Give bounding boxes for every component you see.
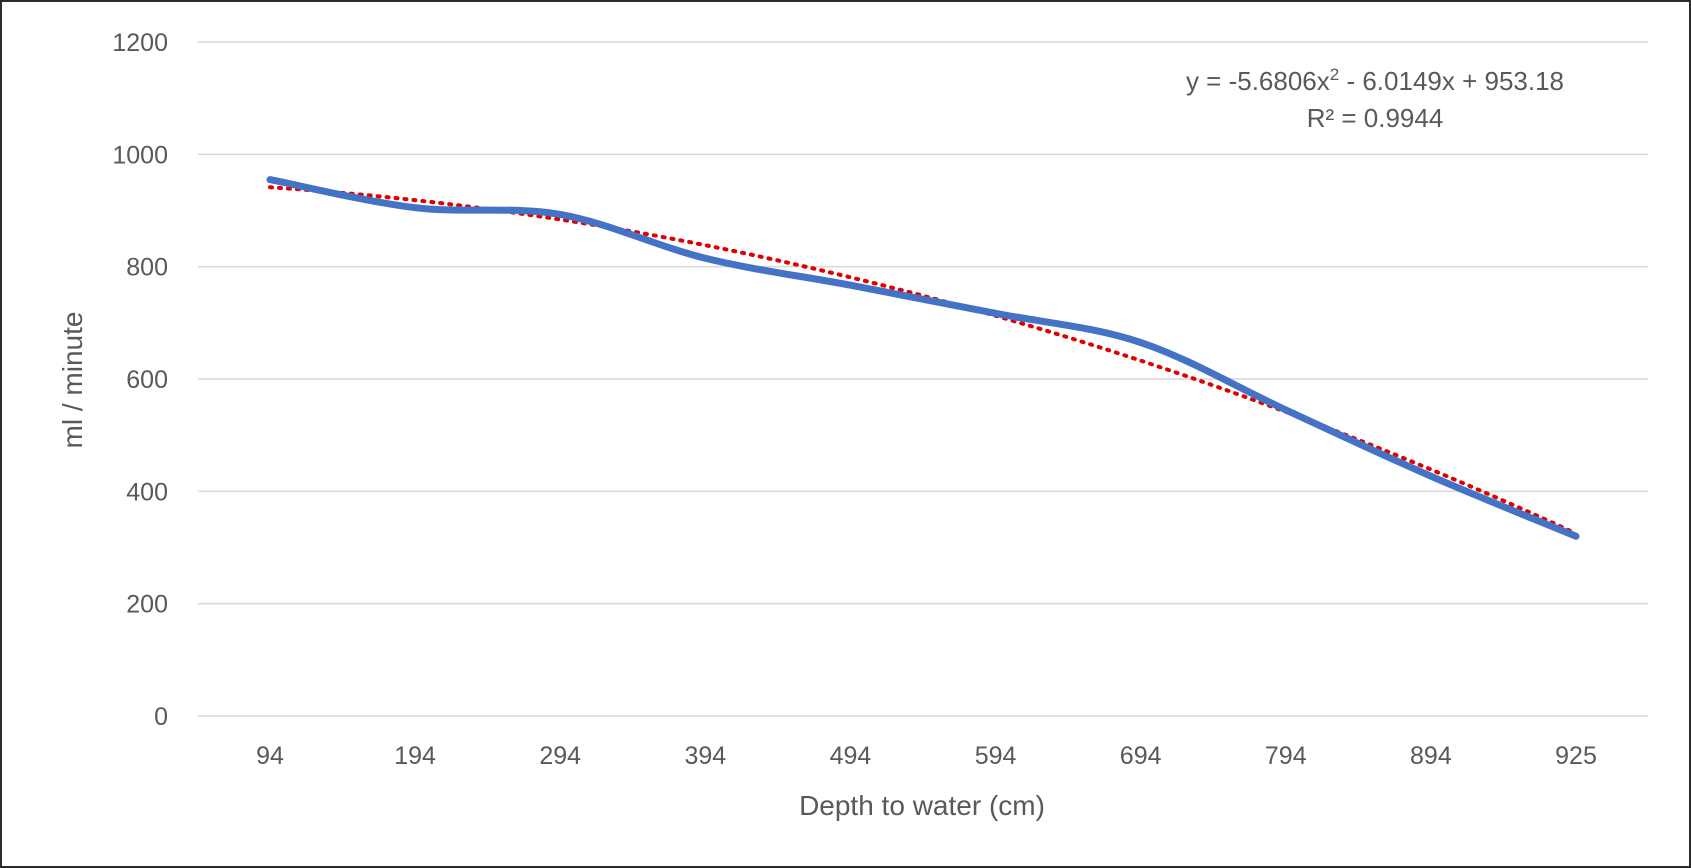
data-point — [849, 284, 851, 286]
x-axis-label: Depth to water (cm) — [799, 790, 1045, 821]
x-tick-label: 594 — [975, 742, 1017, 770]
data-point — [995, 312, 997, 314]
data-point — [1430, 475, 1432, 477]
data-point — [1140, 341, 1142, 343]
y-axis-label: ml / minute — [57, 312, 88, 449]
y-tick-label: 600 — [126, 366, 168, 394]
data-point — [1575, 535, 1577, 537]
x-tick-label: 894 — [1410, 742, 1452, 770]
y-tick-label: 400 — [126, 478, 168, 506]
trendline-group — [268, 185, 1578, 536]
data-point — [704, 257, 706, 259]
y-tick-labels: 0 200 400 600 800 1000 1200 — [112, 29, 168, 731]
trendline-equation: y = -5.6806x2 - 6.0149x + 953.18 — [1186, 65, 1564, 96]
trendline — [268, 185, 1578, 536]
data-point — [269, 179, 271, 181]
y-tick-label: 1200 — [112, 29, 168, 57]
x-tick-label: 194 — [394, 742, 436, 770]
y-tick-label: 800 — [126, 254, 168, 282]
x-tick-label: 694 — [1120, 742, 1162, 770]
data-point — [559, 213, 561, 215]
x-tick-label: 294 — [539, 742, 581, 770]
x-tick-label: 794 — [1265, 742, 1307, 770]
y-tick-label: 0 — [154, 703, 168, 731]
series-group — [266, 176, 1580, 540]
y-tick-label: 200 — [126, 591, 168, 619]
y-tick-label: 1000 — [112, 141, 168, 169]
x-tick-label: 94 — [256, 742, 284, 770]
x-tick-label: 394 — [684, 742, 726, 770]
x-tick-label: 925 — [1555, 742, 1597, 770]
gridlines — [198, 41, 1648, 717]
x-tick-label: 494 — [830, 742, 872, 770]
series-line — [266, 176, 1580, 540]
data-point — [414, 207, 416, 209]
r-squared-label: R² = 0.9944 — [1307, 103, 1444, 133]
x-tick-labels: 94 194 294 394 494 594 694 794 894 925 — [256, 742, 1597, 770]
data-point — [1285, 409, 1287, 411]
